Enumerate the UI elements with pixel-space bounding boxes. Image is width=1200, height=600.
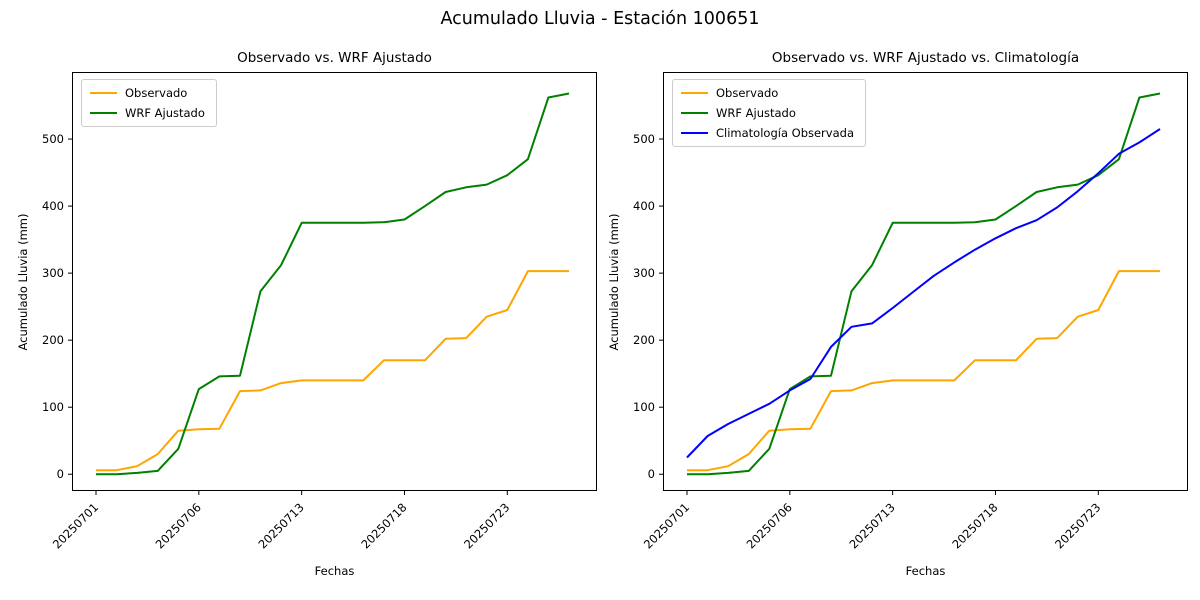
axes-title: Observado vs. WRF Ajustado <box>237 50 432 66</box>
series-line-observado <box>687 270 1160 472</box>
y-tick-label: 400 <box>633 199 655 213</box>
y-axis-label: Acumulado Lluvia (mm) <box>16 213 30 350</box>
series-line-observado <box>96 270 569 472</box>
legend-label: Observado <box>716 86 779 100</box>
axes-frame <box>72 72 597 491</box>
y-tick-label: 200 <box>633 333 655 347</box>
y-tick-label: 0 <box>648 467 655 481</box>
x-tick-label: 20250718 <box>358 500 409 551</box>
series-line-wrf-ajustado <box>96 92 570 476</box>
legend: Observado WRF Ajustado <box>81 79 217 127</box>
series-line-climatolog-a-observada <box>686 128 1161 459</box>
legend-label: WRF Ajustado <box>716 106 796 120</box>
legend-label: Observado <box>125 86 188 100</box>
legend-line-swatch <box>90 92 117 94</box>
x-tick-label: 20250718 <box>949 500 1000 551</box>
legend-line-swatch <box>681 112 708 114</box>
chart-observado-vs-wrf-vs-climatologia: Observado vs. WRF Ajustado vs. Climatolo… <box>607 50 1188 578</box>
legend-item: Climatología Observada <box>681 126 854 140</box>
legend-line-swatch <box>90 112 117 114</box>
x-tick-label: 20250723 <box>1052 500 1103 551</box>
x-tick-label: 20250713 <box>255 500 306 551</box>
y-tick-label: 500 <box>42 132 64 146</box>
series-line-wrf-ajustado <box>687 92 1161 476</box>
x-tick-label: 20250706 <box>744 500 795 551</box>
y-tick-label: 200 <box>42 333 64 347</box>
x-tick-label: 20250723 <box>461 500 512 551</box>
x-axis-label: Fechas <box>314 564 355 578</box>
y-tick-label: 300 <box>633 266 655 280</box>
y-tick-label: 100 <box>42 400 64 414</box>
axes-title: Observado vs. WRF Ajustado vs. Climatolo… <box>771 50 1080 66</box>
legend-line-swatch <box>681 132 708 134</box>
y-tick-label: 500 <box>633 132 655 146</box>
legend-item: WRF Ajustado <box>681 106 854 120</box>
y-tick-label: 100 <box>633 400 655 414</box>
x-tick-label: 20250701 <box>50 500 101 551</box>
legend-label: Climatología Observada <box>716 126 854 140</box>
legend-line-swatch <box>681 92 708 94</box>
legend-item: Observado <box>681 86 854 100</box>
y-axis-label: Acumulado Lluvia (mm) <box>607 213 621 350</box>
legend-item: Observado <box>90 86 205 100</box>
legend-label: WRF Ajustado <box>125 106 205 120</box>
figure-title: Acumulado Lluvia - Estación 100651 <box>440 9 760 29</box>
axes-frame <box>663 72 1188 491</box>
legend: Observado WRF Ajustado Climatología Observ… <box>672 79 866 147</box>
x-tick-label: 20250701 <box>641 500 692 551</box>
x-axis-label: Fechas <box>905 564 946 578</box>
x-tick-label: 20250713 <box>846 500 897 551</box>
y-tick-label: 0 <box>57 467 64 481</box>
x-tick-label: 20250706 <box>153 500 204 551</box>
y-tick-label: 300 <box>42 266 64 280</box>
plot-area: 0 100 200 300 400 500 20250701 20250706 20250713… <box>42 72 597 552</box>
y-tick-label: 400 <box>42 199 64 213</box>
legend-item: WRF Ajustado <box>90 106 205 120</box>
chart-observado-vs-wrf: Observado vs. WRF Ajustado Acumulado Llu… <box>16 50 597 578</box>
